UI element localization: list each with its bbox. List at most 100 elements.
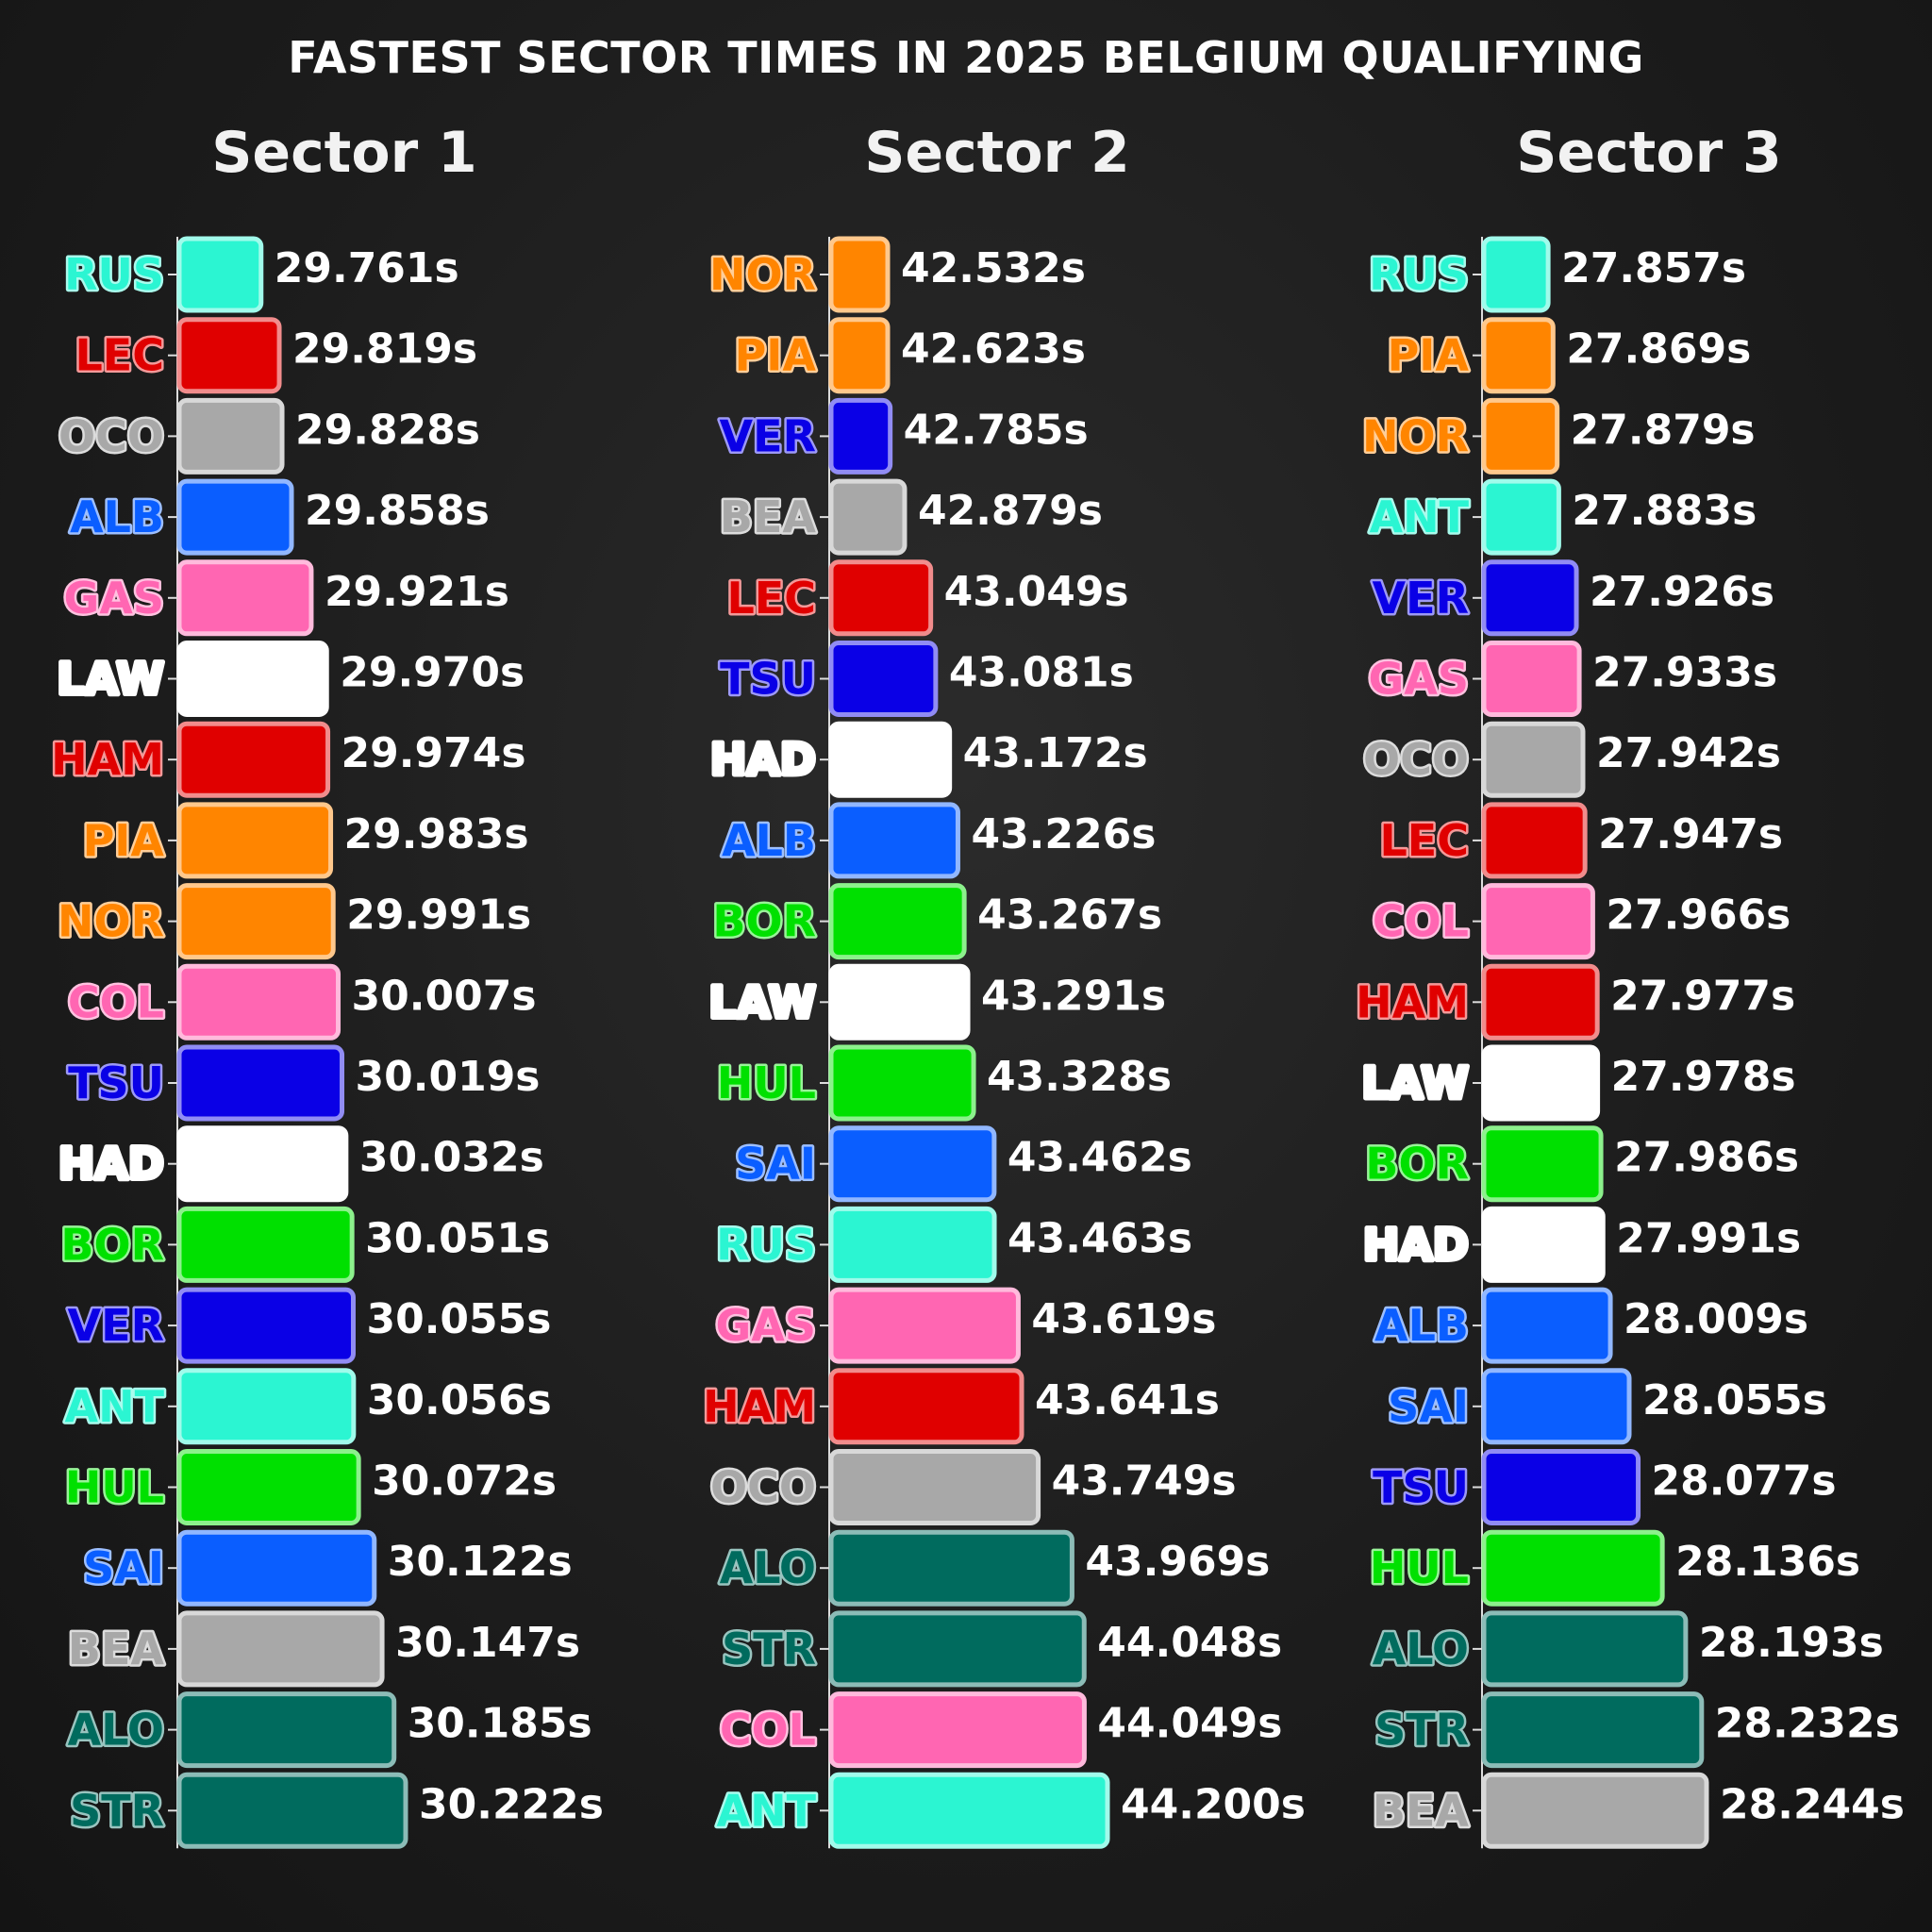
driver-label-col: COL xyxy=(720,1705,816,1756)
bar-ant xyxy=(828,1772,1110,1849)
bar-bea xyxy=(828,478,908,556)
value-label-str: 44.048s xyxy=(1097,1619,1282,1667)
driver-label-tsu: TSU xyxy=(68,1058,164,1108)
value-label-nor: 42.532s xyxy=(901,244,1086,292)
value-label-hul: 30.072s xyxy=(372,1457,557,1506)
bar-col xyxy=(176,963,341,1041)
driver-label-hul: HUL xyxy=(1370,1542,1469,1593)
driver-label-law: LAW xyxy=(57,654,164,705)
bar-ham xyxy=(1481,963,1600,1041)
value-label-pia: 27.869s xyxy=(1566,325,1751,374)
driver-label-bea: BEA xyxy=(1373,1785,1469,1836)
driver-label-pia: PIA xyxy=(83,815,165,866)
value-label-had: 27.991s xyxy=(1616,1214,1801,1262)
bar-bea xyxy=(176,1610,385,1688)
bar-ver xyxy=(1481,559,1579,637)
bar-nor xyxy=(828,236,891,313)
bar-ver xyxy=(176,1287,356,1364)
value-label-alo: 43.969s xyxy=(1085,1538,1270,1586)
bar-had xyxy=(176,1125,349,1203)
bar-tsu xyxy=(176,1044,345,1122)
driver-label-gas: GAS xyxy=(64,573,165,624)
bar-hul xyxy=(176,1449,361,1525)
bar-oco xyxy=(1481,721,1586,798)
bar-pia xyxy=(176,802,334,879)
driver-label-lec: LEC xyxy=(727,573,817,624)
value-label-tsu: 30.019s xyxy=(356,1053,541,1101)
bar-bor xyxy=(176,1206,355,1283)
value-label-col: 30.007s xyxy=(352,972,537,1020)
driver-label-lec: LEC xyxy=(75,330,165,381)
bar-rus xyxy=(176,236,264,313)
bar-pia xyxy=(828,317,891,394)
value-label-ham: 27.977s xyxy=(1610,972,1795,1020)
sector-2-panel: Sector 2 NOR 42.532s PIA 42.623s VER 42.785s BE… xyxy=(701,120,1306,1849)
value-label-pia: 29.983s xyxy=(344,810,529,858)
driver-label-pia: PIA xyxy=(1388,330,1470,381)
bar-hul xyxy=(1481,1529,1665,1607)
bar-nor xyxy=(1481,397,1560,475)
driver-label-ham: HAM xyxy=(703,1381,816,1432)
driver-label-nor: NOR xyxy=(58,896,164,947)
bar-str xyxy=(176,1772,408,1849)
bar-str xyxy=(1481,1691,1705,1769)
bar-sai xyxy=(828,1125,997,1203)
bar-alo xyxy=(176,1691,397,1769)
value-label-ham: 29.974s xyxy=(341,729,526,777)
driver-label-bor: BOR xyxy=(712,896,816,947)
value-label-sai: 43.462s xyxy=(1008,1134,1192,1182)
value-label-nor: 29.991s xyxy=(346,891,531,940)
bar-gas xyxy=(176,559,314,637)
driver-label-str: STR xyxy=(722,1624,816,1674)
bar-lec xyxy=(828,559,934,637)
value-label-col: 27.966s xyxy=(1606,891,1790,940)
driver-label-sai: SAI xyxy=(83,1542,164,1593)
value-label-rus: 43.463s xyxy=(1008,1214,1192,1262)
value-label-bea: 42.879s xyxy=(918,487,1103,535)
value-label-bor: 43.267s xyxy=(977,891,1162,940)
bar-col xyxy=(828,1691,1087,1769)
value-label-ver: 27.926s xyxy=(1590,568,1774,616)
bar-bor xyxy=(1481,1125,1604,1203)
driver-label-str: STR xyxy=(70,1785,164,1836)
value-label-pia: 42.623s xyxy=(901,325,1086,374)
bar-hul xyxy=(828,1044,976,1122)
value-label-bor: 27.986s xyxy=(1614,1134,1799,1182)
driver-label-alo: ALO xyxy=(720,1542,816,1593)
driver-label-nor: NOR xyxy=(709,249,816,300)
bar-oco xyxy=(828,1449,1041,1525)
bar-rus xyxy=(828,1206,997,1283)
driver-label-law: LAW xyxy=(708,976,816,1027)
value-label-str: 28.232s xyxy=(1715,1700,1900,1748)
value-label-sai: 28.055s xyxy=(1642,1376,1827,1424)
driver-label-oco: OCO xyxy=(710,1462,816,1513)
value-label-ver: 42.785s xyxy=(904,406,1089,454)
main-title: FASTEST SECTOR TIMES IN 2025 BELGIUM QUA… xyxy=(288,32,1644,83)
driver-label-rus: RUS xyxy=(1369,249,1469,300)
value-label-bea: 28.244s xyxy=(1720,1780,1905,1828)
value-label-rus: 27.857s xyxy=(1561,244,1746,292)
driver-label-gas: GAS xyxy=(716,1300,817,1351)
driver-label-ver: VER xyxy=(1373,573,1469,624)
driver-label-hul: HUL xyxy=(717,1058,816,1108)
driver-label-bor: BOR xyxy=(60,1219,164,1270)
sector-1-title: Sector 1 xyxy=(211,120,477,186)
bar-sai xyxy=(1481,1368,1632,1445)
driver-label-ver: VER xyxy=(68,1300,164,1351)
value-label-law: 43.291s xyxy=(981,972,1166,1020)
bar-alo xyxy=(828,1529,1074,1607)
bar-ant xyxy=(176,1368,357,1445)
value-label-tsu: 28.077s xyxy=(1652,1457,1837,1506)
bar-alb xyxy=(1481,1287,1613,1364)
bar-tsu xyxy=(828,641,939,717)
value-label-rus: 29.761s xyxy=(275,244,459,292)
value-label-gas: 27.933s xyxy=(1592,649,1777,697)
driver-label-rus: RUS xyxy=(716,1219,816,1270)
driver-label-str: STR xyxy=(1374,1705,1469,1756)
sector-1-panel: Sector 1 RUS 29.761s LEC 29.819s OCO 29.828s AL… xyxy=(49,120,604,1849)
sector-2-title: Sector 2 xyxy=(864,120,1130,186)
driver-label-alb: ALB xyxy=(70,491,164,542)
value-label-ant: 44.200s xyxy=(1121,1780,1306,1828)
